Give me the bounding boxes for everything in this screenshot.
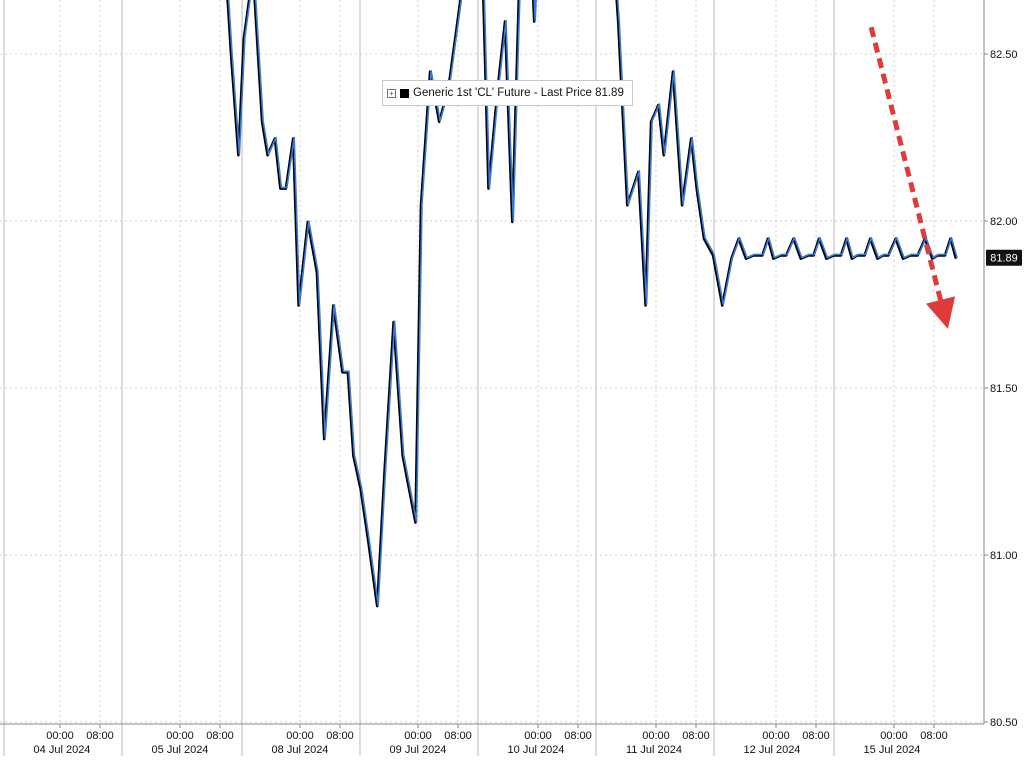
x-date-label: 08 Jul 2024 xyxy=(272,744,329,756)
x-date-label: 12 Jul 2024 xyxy=(744,744,801,756)
x-time-tick-label: 00:00 xyxy=(880,730,908,742)
x-time-tick-label: 08:00 xyxy=(326,730,354,742)
series-line xyxy=(227,0,958,606)
x-time-tick-label: 08:00 xyxy=(86,730,114,742)
x-time-tick-label: 00:00 xyxy=(404,730,432,742)
y-tick-label: 80.50 xyxy=(990,717,1018,729)
x-date-label: 04 Jul 2024 xyxy=(34,744,91,756)
y-tick-label: 82.00 xyxy=(990,216,1018,228)
x-time-tick-label: 08:00 xyxy=(802,730,830,742)
chart-legend: + Generic 1st 'CL' Future - Last Price 8… xyxy=(382,80,633,106)
x-time-tick-label: 00:00 xyxy=(286,730,314,742)
x-time-tick-label: 00:00 xyxy=(642,730,670,742)
x-time-tick-label: 08:00 xyxy=(920,730,948,742)
x-time-tick-label: 00:00 xyxy=(166,730,194,742)
x-time-tick-label: 00:00 xyxy=(524,730,552,742)
y-tick-label: 81.00 xyxy=(990,550,1018,562)
x-date-label: 15 Jul 2024 xyxy=(864,744,921,756)
last-price-label: 81.89 xyxy=(990,253,1018,265)
y-tick-label: 81.50 xyxy=(990,383,1018,395)
legend-label: Generic 1st 'CL' Future - Last Price 81.… xyxy=(413,87,624,99)
legend-swatch xyxy=(400,88,409,98)
x-time-tick-label: 08:00 xyxy=(444,730,472,742)
x-date-label: 11 Jul 2024 xyxy=(626,744,682,756)
x-date-label: 05 Jul 2024 xyxy=(152,744,209,756)
x-date-label: 10 Jul 2024 xyxy=(508,744,565,756)
trend-arrow xyxy=(868,26,956,330)
x-time-tick-label: 08:00 xyxy=(206,730,234,742)
x-date-label: 09 Jul 2024 xyxy=(390,744,447,756)
last-price-badge xyxy=(986,249,1022,266)
x-time-tick-label: 00:00 xyxy=(46,730,74,742)
x-time-tick-label: 08:00 xyxy=(564,730,592,742)
y-tick-label: 82.50 xyxy=(990,49,1018,61)
x-time-tick-label: 08:00 xyxy=(682,730,710,742)
plus-square-icon[interactable]: + xyxy=(387,88,396,98)
x-time-tick-label: 00:00 xyxy=(762,730,790,742)
